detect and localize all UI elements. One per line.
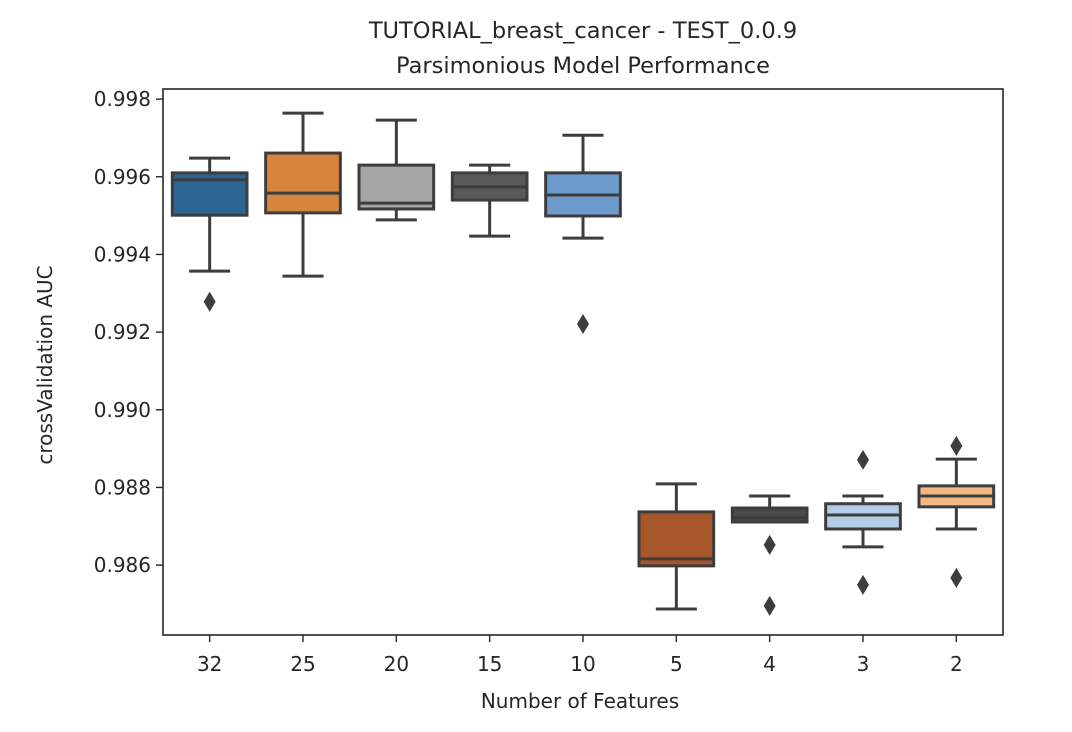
- plot-area: [170, 111, 996, 616]
- x-tick-label: 10: [570, 652, 595, 676]
- box-group-2: [917, 435, 996, 588]
- y-tick-label: 0.998: [94, 87, 151, 111]
- box-group-25: [264, 111, 342, 278]
- box: [637, 510, 716, 568]
- outlier-point: [577, 313, 589, 334]
- y-tick-label: 0.990: [94, 398, 151, 422]
- outlier-point: [857, 574, 869, 595]
- x-tick-label: 5: [670, 652, 683, 676]
- y-tick-label: 0.992: [94, 320, 151, 344]
- chart-subtitle: Parsimonious Model Performance: [396, 53, 770, 79]
- y-tick-label: 0.996: [94, 165, 151, 189]
- y-axis: 0.986 0.988 0.990 0.992 0.994 0.996 0.998: [94, 87, 163, 577]
- outlier-point: [763, 534, 776, 555]
- box: [730, 506, 809, 524]
- chart-title: TUTORIAL_breast_cancer - TEST_0.0.9: [368, 18, 797, 44]
- outlier-point: [950, 435, 963, 456]
- box-group-3: [824, 449, 902, 595]
- box: [264, 151, 342, 215]
- outlier-point: [950, 567, 963, 588]
- box-group-15: [450, 163, 529, 238]
- x-tick-label: 2: [950, 652, 963, 676]
- outlier-point: [763, 595, 776, 616]
- box-group-20: [357, 118, 436, 222]
- x-axis: 32 25 20 15 10 5 4 3 2: [197, 635, 963, 676]
- outlier-point: [203, 291, 216, 312]
- box-group-4: [730, 494, 809, 616]
- y-tick-label: 0.994: [94, 242, 151, 266]
- y-tick-label: 0.986: [94, 553, 151, 577]
- x-tick-label: 3: [857, 652, 870, 676]
- x-tick-label: 25: [290, 652, 315, 676]
- box-group-5: [637, 482, 716, 611]
- y-tick-label: 0.988: [94, 475, 151, 499]
- x-tick-label: 4: [763, 652, 776, 676]
- y-axis-label: crossValidation AUC: [33, 265, 57, 464]
- x-tick-label: 20: [384, 652, 409, 676]
- x-axis-label: Number of Features: [481, 689, 679, 713]
- box-group-32: [170, 156, 249, 312]
- x-tick-label: 15: [477, 652, 502, 676]
- outlier-point: [857, 449, 869, 470]
- x-tick-label: 32: [197, 652, 222, 676]
- box-group-10: [544, 133, 622, 334]
